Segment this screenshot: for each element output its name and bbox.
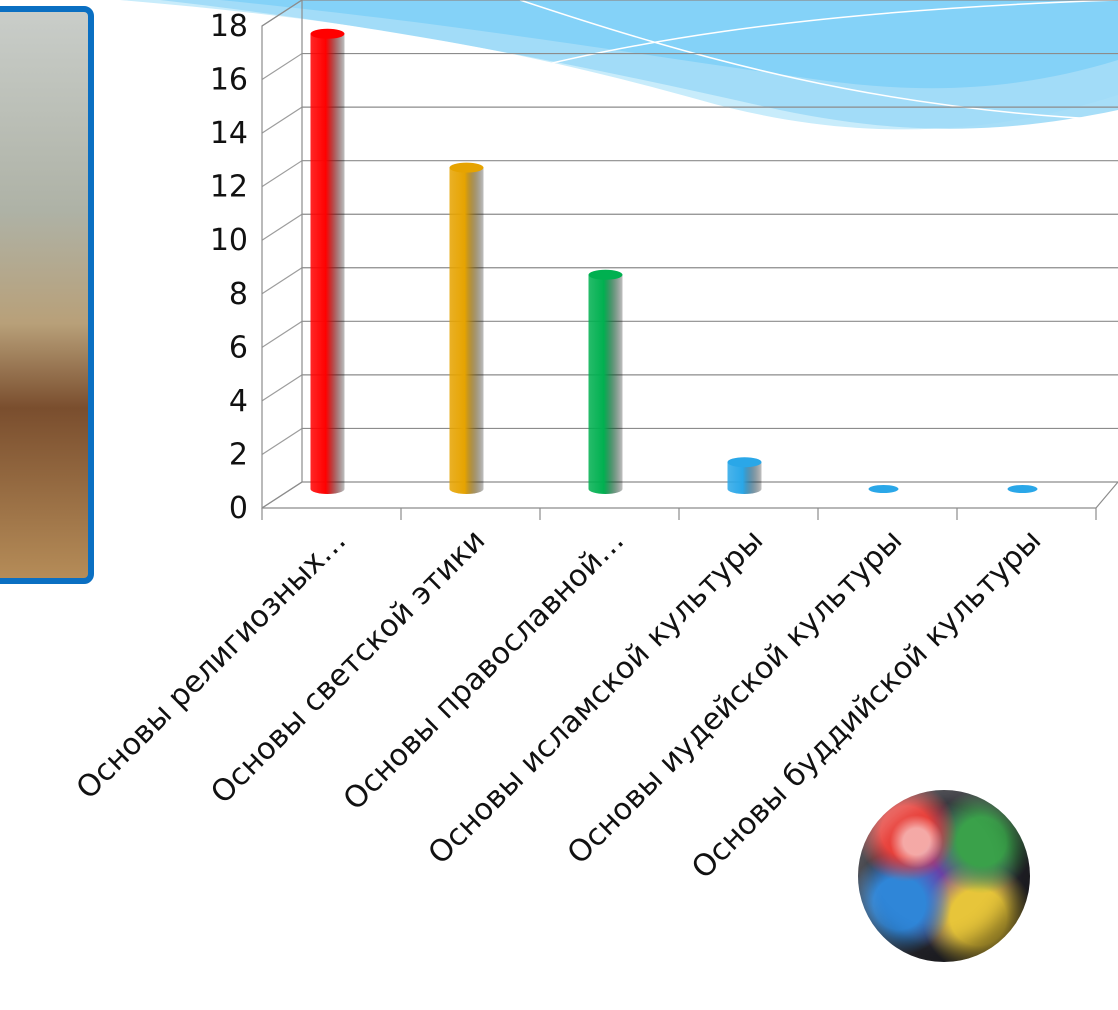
y-tick-label: 6 (229, 330, 248, 365)
y-tick-label: 14 (210, 116, 248, 151)
gridline (261, 0, 1118, 27)
gridline (261, 160, 1118, 188)
bar (310, 28, 345, 495)
bar (588, 269, 623, 494)
y-tick-label: 12 (210, 170, 248, 205)
gridline (261, 267, 1118, 295)
gridline (261, 427, 1118, 455)
axes (261, 0, 1118, 520)
wave-line-2 (519, 0, 1118, 121)
classroom-photo (0, 6, 94, 584)
bar (1007, 485, 1038, 493)
y-tick-label: 8 (229, 277, 248, 312)
wave-line-1 (419, 0, 1118, 101)
y-tick-label: 16 (210, 63, 248, 98)
gridline (261, 374, 1118, 402)
bar (449, 162, 484, 494)
x-category-label: Основы религиозных… (70, 523, 353, 806)
bar (868, 485, 899, 493)
gridline (261, 320, 1118, 348)
gridline (261, 213, 1118, 241)
gridline (261, 481, 1118, 509)
ornament-ball-image (858, 790, 1030, 962)
y-tick-label: 4 (229, 384, 248, 419)
back-wall-side (261, 0, 303, 510)
y-tick-label: 0 (229, 491, 248, 526)
top-wave-decoration (120, 0, 1118, 130)
floor-edge (1095, 481, 1118, 509)
x-category-label: Основы светской этики (204, 523, 492, 811)
gridline (261, 106, 1118, 134)
gridline (261, 52, 1118, 81)
gridlines (261, 0, 1118, 509)
y-tick-label: 2 (229, 437, 248, 472)
bars (310, 28, 1038, 495)
bar (727, 457, 762, 494)
y-axis-ticks: 0 2 4 6 8 10 12 14 16 18 (210, 9, 248, 526)
y-tick-label: 10 (210, 223, 248, 258)
x-category-label: Основы православной… (337, 523, 631, 817)
wave-layer-front (220, 0, 1118, 89)
y-tick-label: 18 (210, 9, 248, 44)
